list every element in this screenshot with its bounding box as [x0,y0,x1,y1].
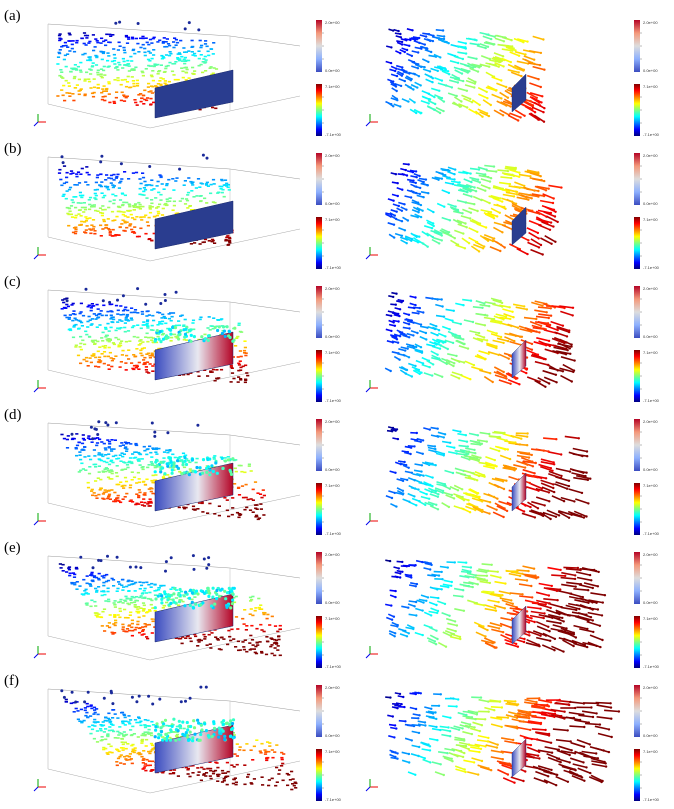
svg-text:7.1e+00: 7.1e+00 [643,350,658,355]
colorbar-displacement: 2.0e+00 0.0e+00 [316,419,340,472]
svg-text:0.0e+00: 0.0e+00 [325,201,340,206]
colorbar-velocity-right: 7.1e+00-7.1e+00 [634,749,660,802]
colorbar-velocity: 7.1e+00 -7.1e+00 [316,217,342,270]
colorbar-velocity-right: 7.1e+00 -7.1e+00 [634,84,660,137]
particle-view [34,154,300,261]
svg-text:0.0e+00: 0.0e+00 [643,467,658,472]
svg-text:0.0e+00: 0.0e+00 [325,600,340,605]
vector-field-view [366,293,576,393]
svg-text:2.0e+00: 2.0e+00 [325,552,340,557]
panel-label: (b) [4,141,22,157]
svg-text:2.0e+00: 2.0e+00 [325,20,340,25]
obstacle-wall [155,201,233,249]
svg-text:2.0e+00: 2.0e+00 [643,286,658,291]
colorbar-displacement-right: 2.0e+00 0.0e+00 [634,286,658,339]
svg-text:2.0e+00: 2.0e+00 [325,153,340,158]
colorbar-velocity-right: 7.1e+00 -7.1e+00 [634,483,660,536]
panel-label: (d) [4,407,22,423]
colorbar-velocity: 7.1e+00 -7.1e+00 [316,84,342,137]
svg-text:2.0e+00: 2.0e+00 [643,153,658,158]
svg-text:-7.1e+00: -7.1e+00 [325,531,342,536]
svg-text:-7.1e+00: -7.1e+00 [325,664,342,669]
svg-text:7.1e+00: 7.1e+00 [325,483,340,488]
svg-text:7.1e+00: 7.1e+00 [643,217,658,222]
particle-view [34,554,300,660]
svg-text:-7.1e+00: -7.1e+00 [643,531,660,536]
colorbar-displacement-right: 2.0e+00 0.0e+00 [634,153,658,206]
svg-text:-7.1e+00: -7.1e+00 [325,398,342,403]
panel-label: (c) [4,274,21,290]
svg-text:-7.1e+00: -7.1e+00 [643,398,660,403]
colorbar-displacement: 2.0e+00 0.0e+00 [316,552,340,605]
svg-text:-7.1e+00: -7.1e+00 [325,265,342,270]
svg-text:0.0e+00: 0.0e+00 [325,467,340,472]
svg-text:0.0e+00: 0.0e+00 [325,68,340,73]
colorbar-displacement: 2.0e+000.0e+00 [316,685,340,738]
colorbar-velocity: 7.1e+00 -7.1e+00 [316,483,342,536]
vector-field-view [366,560,606,658]
vector-field-view [366,692,620,791]
colorbar-velocity-right: 7.1e+00 -7.1e+00 [634,217,660,270]
colorbar-displacement-right: 2.0e+000.0e+00 [634,552,658,605]
colorbar-velocity: 7.1e+00 -7.1e+00 [316,616,342,669]
svg-text:0.0e+00: 0.0e+00 [325,334,340,339]
particle-view [34,287,300,394]
particle-view [34,21,300,128]
colorbar-velocity: 7.1e+00 -7.1e+00 [316,350,342,403]
svg-text:2.0e+00: 2.0e+00 [643,419,658,424]
particle-view [34,420,300,527]
colorbar-displacement-right: 2.0e+00 0.0e+00 [634,20,658,73]
vector-field-view [366,427,592,525]
colorbar-displacement-right: 2.0e+000.0e+00 [634,685,658,738]
svg-text:7.1e+00: 7.1e+00 [325,217,340,222]
colorbar-displacement-right: 2.0e+00 0.0e+00 [634,419,658,472]
obstacle-wall [155,70,233,118]
colorbar-velocity-right: 7.1e+00-7.1e+00 [634,616,660,669]
colorbar-displacement: 2.0e+00 0.0e+00 [316,286,340,339]
vector-field-view [366,163,563,259]
svg-text:7.1e+00: 7.1e+00 [643,84,658,89]
colorbar-displacement: 2.0e+00 0.0e+00 [316,153,340,206]
svg-text:7.1e+00: 7.1e+00 [325,84,340,89]
svg-text:7.1e+00: 7.1e+00 [643,483,658,488]
vector-field-view [366,29,546,126]
svg-text:2.0e+00: 2.0e+00 [325,286,340,291]
panel-label: (f) [4,673,19,689]
svg-text:-7.1e+00: -7.1e+00 [325,132,342,137]
colorbar-velocity: 7.1e+00-7.1e+00 [316,749,342,802]
svg-text:7.1e+00: 7.1e+00 [325,350,340,355]
svg-text:2.0e+00: 2.0e+00 [643,20,658,25]
svg-text:-7.1e+00: -7.1e+00 [643,265,660,270]
panel-label: (e) [4,540,21,556]
colorbar-velocity-right: 7.1e+00 -7.1e+00 [634,350,660,403]
svg-text:0.0e+00: 0.0e+00 [643,68,658,73]
colorbar-displacement: 2.0e+00 0.0e+00 [316,20,340,73]
panel-label: (a) [4,8,21,24]
svg-text:0.0e+00: 0.0e+00 [643,334,658,339]
svg-text:0.0e+00: 0.0e+00 [643,201,658,206]
svg-text:-7.1e+00: -7.1e+00 [643,132,660,137]
obstacle-wall-small [512,207,526,245]
svg-text:2.0e+00: 2.0e+00 [325,419,340,424]
svg-text:7.1e+00: 7.1e+00 [325,616,340,621]
particle-view [34,686,300,793]
